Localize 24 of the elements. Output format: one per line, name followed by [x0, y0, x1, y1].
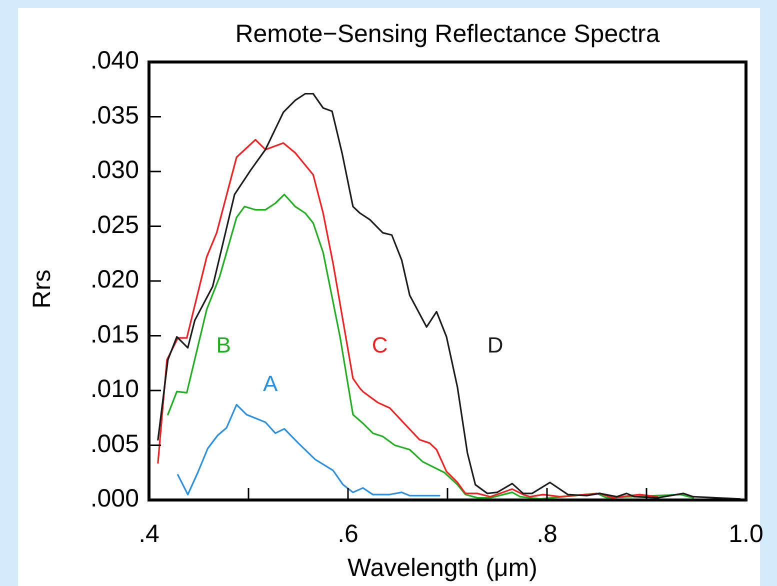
- x-tick-label: 1.0: [728, 520, 764, 548]
- x-tick-label: .8: [536, 520, 558, 548]
- y-tick-label: .035: [90, 101, 139, 130]
- y-tick-label: .040: [90, 46, 139, 75]
- y-tick-label: .025: [90, 210, 139, 239]
- y-tick-label: .030: [90, 156, 139, 184]
- x-tick-label: .4: [138, 520, 160, 548]
- y-tick-label: .010: [90, 375, 139, 404]
- line-series: [157, 92, 741, 500]
- line-series: [167, 194, 694, 500]
- series-label: C: [372, 332, 388, 358]
- line-series: [157, 138, 658, 499]
- x-axis-title: Wavelength (μm): [348, 554, 538, 582]
- series-label: A: [263, 370, 278, 396]
- chart-title: Remote−Sensing Reflectance Spectra: [235, 20, 660, 48]
- series-label: D: [487, 332, 504, 358]
- y-tick-label: .005: [90, 430, 139, 458]
- series-label: B: [216, 332, 231, 358]
- y-axis-title: Rrs: [28, 270, 56, 308]
- x-tick-label: .6: [338, 520, 358, 548]
- line-series: [177, 404, 440, 496]
- y-tick-label: .000: [90, 484, 139, 513]
- y-tick-label: .015: [90, 320, 139, 348]
- y-tick-label: .020: [90, 266, 139, 294]
